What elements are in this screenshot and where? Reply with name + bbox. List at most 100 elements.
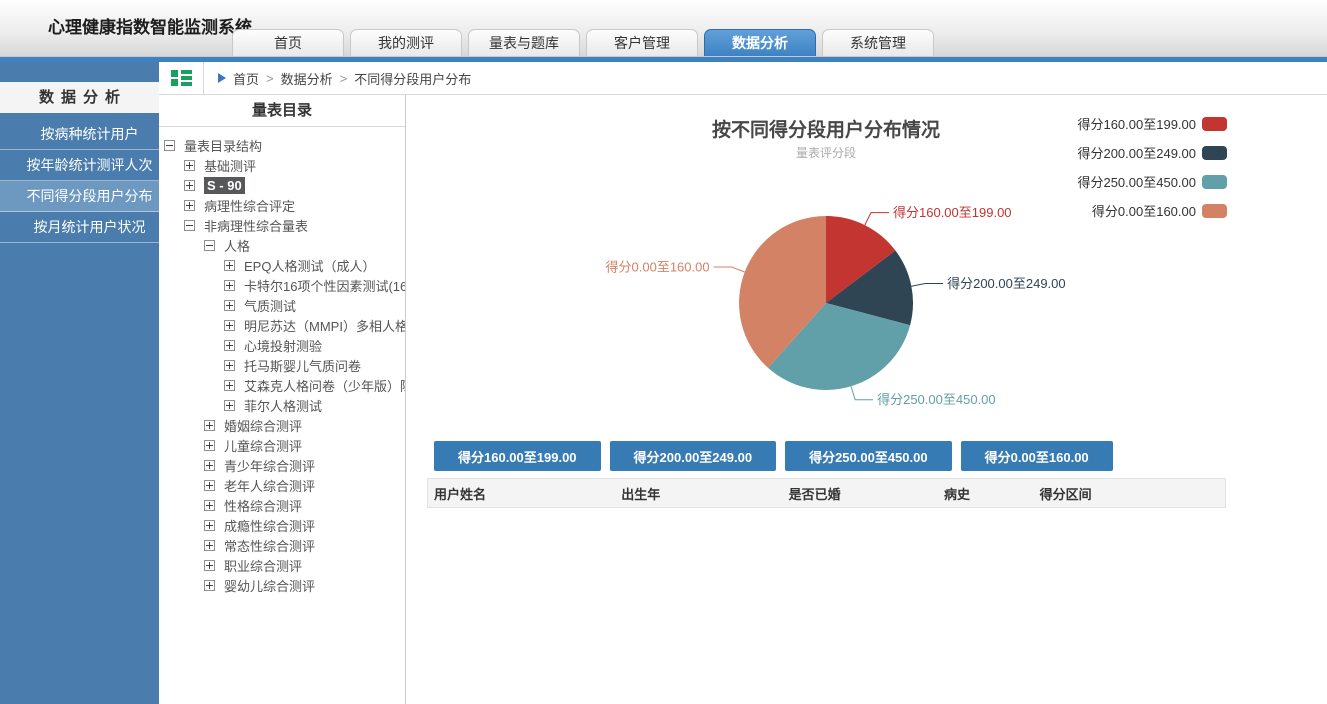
tree-node-label[interactable]: 艾森克人格问卷（少年版）陈仲庚 [244, 378, 405, 394]
pie-slice[interactable] [826, 216, 896, 303]
tree-node[interactable]: S - 90 [164, 175, 405, 195]
tree-node[interactable]: 常态性综合测评 [164, 535, 405, 555]
tree-node[interactable]: 婚姻综合测评 [164, 415, 405, 435]
expand-icon[interactable] [224, 299, 235, 311]
tree-node-label[interactable]: 性格综合测评 [224, 498, 303, 514]
tree-node[interactable]: 病理性综合评定 [164, 195, 405, 215]
tree-node[interactable]: 性格综合测评 [164, 495, 405, 515]
tab-系统管理[interactable]: 系统管理 [822, 29, 934, 56]
expand-icon[interactable] [224, 399, 235, 411]
pie-slice[interactable] [768, 303, 911, 390]
tree-node[interactable]: 气质测试 [164, 295, 405, 315]
tree-node[interactable]: 明尼苏达（MMPI）多相人格测试 [164, 315, 405, 335]
expand-icon[interactable] [204, 519, 215, 531]
tree-node[interactable]: 婴幼儿综合测评 [164, 575, 405, 595]
tree-node-label[interactable]: EPQ人格测试（成人） [244, 258, 376, 274]
expand-icon[interactable] [224, 379, 235, 391]
tree-node[interactable]: 基础测评 [164, 155, 405, 175]
tree-node-label[interactable]: 菲尔人格测试 [244, 398, 323, 414]
legend-swatch [1202, 174, 1227, 189]
tree-node[interactable]: 人格 [164, 235, 405, 255]
tree-node-label[interactable]: 职业综合测评 [224, 558, 303, 574]
tab-我的测评[interactable]: 我的测评 [350, 29, 462, 56]
chart-title: 按不同得分段用户分布情况 [711, 120, 940, 141]
tree-node-label[interactable]: 气质测试 [244, 298, 297, 314]
tab-量表与题库[interactable]: 量表与题库 [468, 29, 580, 56]
tab-客户管理[interactable]: 客户管理 [586, 29, 698, 56]
tree-node[interactable]: 卡特尔16项个性因素测试(16PF) [164, 275, 405, 295]
expand-icon[interactable] [204, 419, 215, 431]
expand-icon[interactable] [224, 279, 235, 291]
score-filter-button[interactable]: 得分250.00至450.00 [785, 441, 952, 471]
tree-node-label[interactable]: 婚姻综合测评 [224, 418, 303, 434]
expand-icon[interactable] [224, 339, 235, 351]
expand-icon[interactable] [204, 579, 215, 591]
sidebar-item[interactable]: 按病种统计用户 [0, 119, 159, 150]
tree-node[interactable]: 老年人综合测评 [164, 475, 405, 495]
expand-icon[interactable] [204, 459, 215, 471]
tree-node-label[interactable]: S - 90 [204, 176, 245, 194]
tree-node-label[interactable]: 人格 [224, 238, 251, 254]
breadcrumb-item[interactable]: 数据分析 [280, 71, 333, 87]
breadcrumb-item[interactable]: 不同得分段用户分布 [354, 71, 472, 87]
expand-icon[interactable] [184, 199, 195, 211]
tree-node-label[interactable]: 基础测评 [204, 158, 257, 174]
pie-slice[interactable] [739, 216, 826, 368]
score-filter-button[interactable]: 得分200.00至249.00 [609, 441, 777, 471]
tree-node[interactable]: 艾森克人格问卷（少年版）陈仲庚 [164, 375, 405, 395]
sidebar-item[interactable]: 按年龄统计测评人次 [0, 150, 159, 181]
expand-icon[interactable] [204, 479, 215, 491]
expand-icon[interactable] [204, 559, 215, 571]
tree-node-label[interactable]: 儿童综合测评 [224, 438, 303, 454]
collapse-icon[interactable] [204, 239, 215, 251]
tab-数据分析[interactable]: 数据分析 [704, 29, 816, 56]
score-filter-button[interactable]: 得分0.00至160.00 [960, 441, 1113, 471]
tree-node[interactable]: 托马斯婴儿气质问卷 [164, 355, 405, 375]
tree-node[interactable]: 职业综合测评 [164, 555, 405, 575]
tree-node[interactable]: EPQ人格测试（成人） [164, 255, 405, 275]
tree-node-label[interactable]: 老年人综合测评 [224, 478, 316, 494]
expand-icon[interactable] [224, 259, 235, 271]
tree-node-label[interactable]: 成瘾性综合测评 [224, 518, 316, 534]
tree-node-label[interactable]: 非病理性综合量表 [204, 218, 309, 234]
breadcrumb-separator: > [339, 70, 348, 86]
tree-node[interactable]: 量表目录结构 [164, 135, 405, 155]
collapse-icon[interactable] [164, 139, 175, 151]
tree-node-label[interactable]: 量表目录结构 [184, 138, 263, 154]
table-column-header: 出生年 [621, 486, 661, 502]
sidebar-item[interactable]: 不同得分段用户分布 [0, 181, 159, 212]
tree-node[interactable]: 成瘾性综合测评 [164, 515, 405, 535]
breadcrumb-item[interactable]: 首页 [233, 71, 260, 87]
expand-icon[interactable] [204, 439, 215, 451]
tree-node-label[interactable]: 明尼苏达（MMPI）多相人格测试 [244, 318, 406, 334]
tree-node-label[interactable]: 婴幼儿综合测评 [224, 578, 316, 594]
tree-node-label[interactable]: 心境投射测验 [244, 338, 323, 354]
expand-icon[interactable] [184, 179, 195, 191]
tree-node-label[interactable]: 常态性综合测评 [224, 538, 316, 554]
tree-node[interactable]: 青少年综合测评 [164, 455, 405, 475]
sidebar-item[interactable]: 按月统计用户状况 [0, 212, 159, 243]
tree-node[interactable]: 心境投射测验 [164, 335, 405, 355]
collapse-icon[interactable] [184, 219, 195, 231]
expand-icon[interactable] [184, 159, 195, 171]
tab-首页[interactable]: 首页 [232, 29, 344, 56]
legend-item[interactable]: 得分200.00至249.00 [1077, 143, 1227, 162]
expand-icon[interactable] [204, 539, 215, 551]
legend-item[interactable]: 得分160.00至199.00 [1077, 114, 1227, 133]
tree-node-label[interactable]: 青少年综合测评 [224, 458, 316, 474]
legend-item[interactable]: 得分0.00至160.00 [1077, 201, 1227, 220]
pie-label-line [911, 283, 944, 287]
tree-node-label[interactable]: 托马斯婴儿气质问卷 [244, 358, 362, 374]
tree-node-label[interactable]: 卡特尔16项个性因素测试(16PF) [244, 278, 406, 294]
expand-icon[interactable] [224, 319, 235, 331]
expand-icon[interactable] [224, 359, 235, 371]
legend-item[interactable]: 得分250.00至450.00 [1077, 172, 1227, 191]
tree-node[interactable]: 非病理性综合量表 [164, 215, 405, 235]
score-filter-button[interactable]: 得分160.00至199.00 [434, 441, 601, 471]
layout-toggle-button[interactable] [159, 62, 204, 94]
pie-slice[interactable] [826, 250, 913, 326]
tree-node[interactable]: 儿童综合测评 [164, 435, 405, 455]
tree-node[interactable]: 菲尔人格测试 [164, 395, 405, 415]
tree-node-label[interactable]: 病理性综合评定 [204, 198, 296, 214]
expand-icon[interactable] [204, 499, 215, 511]
